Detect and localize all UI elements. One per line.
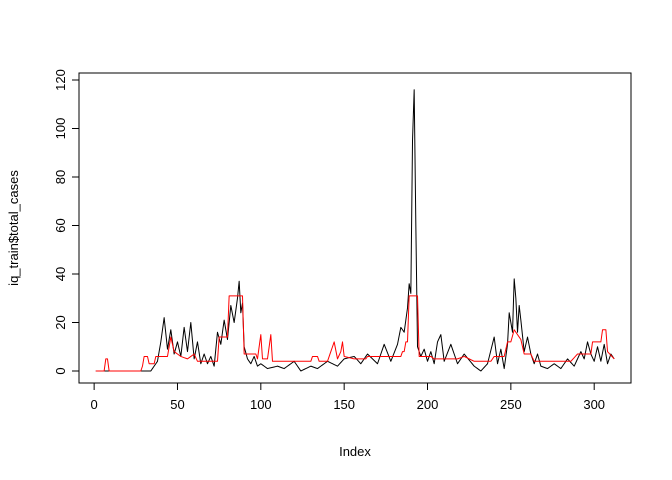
- x-tick-label: 100: [250, 397, 272, 412]
- x-axis-label: Index: [339, 444, 371, 459]
- y-tick-label: 40: [53, 267, 68, 281]
- x-axis: 0 50 100 150 200 250 300: [91, 382, 605, 412]
- series-2-line: [95, 295, 615, 372]
- y-tick-label: 60: [53, 218, 68, 232]
- series-1-line: [95, 89, 615, 372]
- x-tick-label: 200: [417, 397, 439, 412]
- y-tick-label: 0: [53, 367, 68, 374]
- x-tick-label: 50: [170, 397, 184, 412]
- x-tick-label: 300: [583, 397, 605, 412]
- y-tick-label: 100: [53, 118, 68, 140]
- y-axis-label: iq_train$total_cases: [6, 170, 21, 286]
- series-layer: [95, 89, 615, 372]
- y-tick-label: 20: [53, 315, 68, 329]
- y-tick-label: 120: [53, 69, 68, 91]
- x-tick-label: 0: [91, 397, 98, 412]
- x-tick-label: 150: [333, 397, 355, 412]
- y-axis: 0 20 40 60 80 100 120: [53, 69, 80, 375]
- x-tick-label: 250: [500, 397, 522, 412]
- y-tick-label: 80: [53, 170, 68, 184]
